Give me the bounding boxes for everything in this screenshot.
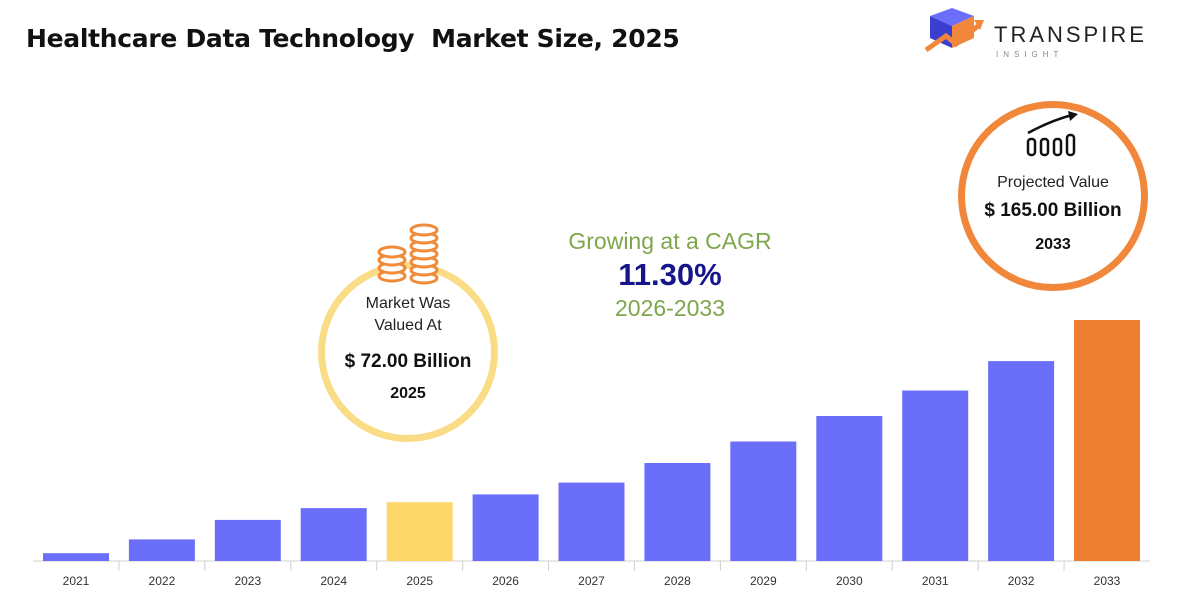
- x-tick-label: 2026: [492, 574, 519, 588]
- bar-2025: [386, 502, 453, 561]
- base-year: 2025: [390, 385, 426, 402]
- bar-2033: [1074, 320, 1140, 561]
- x-tick-label: 2030: [836, 574, 863, 588]
- bar-2031: [902, 390, 969, 561]
- x-tick-label: 2031: [922, 574, 949, 588]
- logo-subtitle: INSIGHT: [996, 50, 1064, 59]
- x-tick-label: 2027: [578, 574, 605, 588]
- x-tick-label: 2032: [1008, 574, 1035, 588]
- x-tick-label: 2021: [63, 574, 90, 588]
- projected-value-bubble: Projected Value $ 165.00 Billion 2033: [958, 101, 1148, 291]
- bar-2024: [300, 508, 367, 561]
- projected-year: 2033: [1035, 236, 1071, 253]
- base-label-line1: Market Was: [365, 295, 451, 312]
- bar-2022: [128, 539, 195, 561]
- company-logo: TRANSPIRE INSIGHT: [922, 6, 1152, 66]
- x-tick-label: 2024: [320, 574, 347, 588]
- bar-2023: [214, 519, 281, 561]
- transpire-logo-icon: [924, 8, 984, 53]
- bar-2030: [816, 416, 883, 561]
- x-tick-label: 2033: [1094, 574, 1121, 588]
- x-tick-label: 2028: [664, 574, 691, 588]
- chart-title: Healthcare Data Technology Market Size, …: [26, 24, 680, 53]
- bar-2028: [644, 463, 711, 561]
- x-tick-label: 2025: [406, 574, 433, 588]
- bar-2027: [558, 482, 625, 561]
- cagr-label: Growing at a CAGR: [568, 228, 772, 254]
- x-tick-label: 2022: [149, 574, 176, 588]
- base-value: $ 72.00 Billion: [344, 351, 472, 372]
- bar-2026: [472, 494, 539, 561]
- bar-2032: [988, 361, 1055, 561]
- cagr-period: 2026-2033: [615, 295, 725, 321]
- cagr-callout: Growing at a CAGR 11.30% 2026-2033: [520, 228, 820, 322]
- bar-2021: [43, 553, 109, 561]
- base-value-bubble: Market Was Valued At $ 72.00 Billion 202…: [318, 262, 498, 442]
- growth-chart-icon: [1026, 111, 1078, 157]
- bar-2029: [730, 441, 797, 561]
- x-tick-label: 2023: [234, 574, 261, 588]
- coin-stack-icon: [377, 223, 439, 285]
- x-tick-label: 2029: [750, 574, 777, 588]
- projected-value: $ 165.00 Billion: [984, 200, 1122, 221]
- logo-name: TRANSPIRE: [994, 22, 1147, 47]
- cagr-value: 11.30%: [618, 257, 722, 292]
- projected-label: Projected Value: [997, 174, 1109, 191]
- base-label-line2: Valued At: [374, 317, 442, 334]
